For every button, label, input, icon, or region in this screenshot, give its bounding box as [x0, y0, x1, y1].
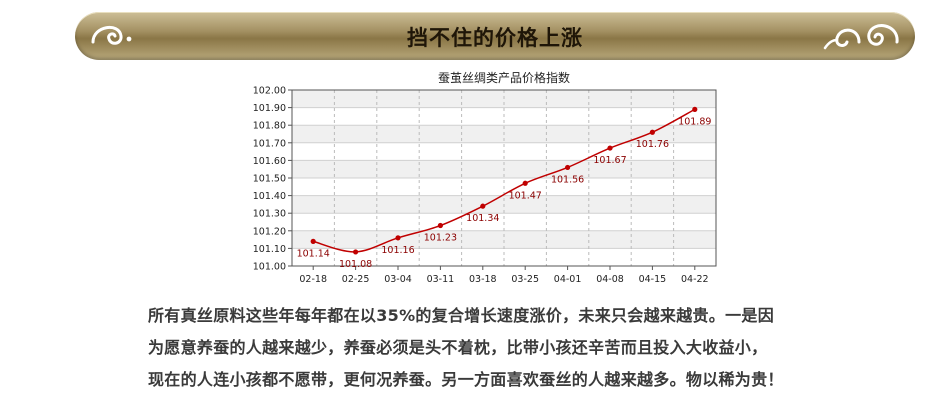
x-tick-label: 04-08 [596, 274, 624, 285]
data-point [395, 235, 401, 241]
y-tick-label: 101.70 [253, 138, 286, 149]
data-label: 101.76 [636, 139, 669, 150]
data-point [353, 249, 359, 255]
data-point [437, 222, 443, 229]
x-tick-label: 02-18 [299, 274, 327, 285]
y-tick-label: 101.00 [253, 262, 286, 273]
x-tick-label: 02-25 [342, 274, 370, 285]
data-label: 101.34 [466, 213, 499, 224]
y-tick-label: 101.30 [253, 209, 286, 220]
data-point [692, 106, 698, 112]
data-point [310, 238, 316, 244]
x-tick-label: 04-01 [554, 274, 582, 285]
plot-frame [291, 89, 717, 267]
grid-band [292, 230, 716, 249]
series-line [313, 108, 696, 253]
data-label: 101.89 [678, 116, 711, 127]
data-label: 101.23 [424, 233, 457, 244]
y-tick-label: 101.60 [253, 156, 286, 167]
x-tick-label: 04-15 [639, 274, 667, 285]
y-tick-label: 101.90 [253, 103, 286, 114]
y-tick-label: 101.80 [253, 121, 286, 132]
data-label: 101.47 [509, 190, 542, 201]
data-point [522, 180, 528, 186]
y-tick-label: 101.40 [253, 191, 286, 202]
y-tick-label: 101.50 [253, 174, 286, 185]
data-label: 101.67 [593, 155, 626, 166]
swirl-ornament-icon [823, 24, 899, 50]
data-point [649, 129, 655, 135]
y-tick-label: 101.10 [253, 244, 286, 255]
chart-svg: 蚕茧丝绸类产品价格指数 101.00 101.10 101.20 101.30 101.4… [253, 70, 717, 285]
swirl-ornament-icon [91, 26, 132, 45]
data-point [480, 203, 486, 209]
grid-band [292, 248, 716, 266]
y-tick-label: 101.20 [253, 226, 286, 237]
banner-bar [75, 12, 915, 60]
x-tick-label: 04-22 [681, 274, 709, 285]
paragraph-line: 所有真丝原料这些年每年都在以35%的复合增长速度涨价，未来只会越来越贵。一是因 [148, 306, 774, 325]
data-point [607, 145, 613, 151]
x-tick-label: 03-25 [511, 274, 539, 285]
data-label: 101.14 [297, 248, 330, 259]
section-banner: 挡不住的价格上涨 [75, 10, 915, 62]
paragraph-line: 现在的人连小孩都不愿带，更何况养蚕。另一方面喜欢蚕丝的人越来越多。物以稀为贵！ [148, 370, 784, 389]
data-label: 101.56 [551, 174, 584, 185]
banner-title: 挡不住的价格上涨 [407, 26, 583, 50]
price-index-chart: 蚕茧丝绸类产品价格指数 101.00 101.10 101.20 101.30 101.4… [240, 68, 720, 290]
data-label: 101.08 [339, 259, 372, 270]
data-point [565, 164, 571, 171]
y-tick-label: 102.00 [253, 86, 286, 97]
data-label: 101.16 [381, 245, 414, 256]
x-tick-label: 03-18 [469, 274, 497, 285]
x-tick-label: 03-04 [384, 274, 412, 285]
description-paragraph: 所有真丝原料这些年每年都在以35%的复合增长速度涨价，未来只会越来越贵。一是因 … [148, 300, 868, 396]
chart-title: 蚕茧丝绸类产品价格指数 [438, 70, 570, 85]
x-tick-label: 03-11 [427, 274, 455, 285]
paragraph-line: 为愿意养蚕的人越来越少，养蚕必须是头不着枕，比带小孩还辛苦而且投入大收益小， [148, 338, 768, 357]
